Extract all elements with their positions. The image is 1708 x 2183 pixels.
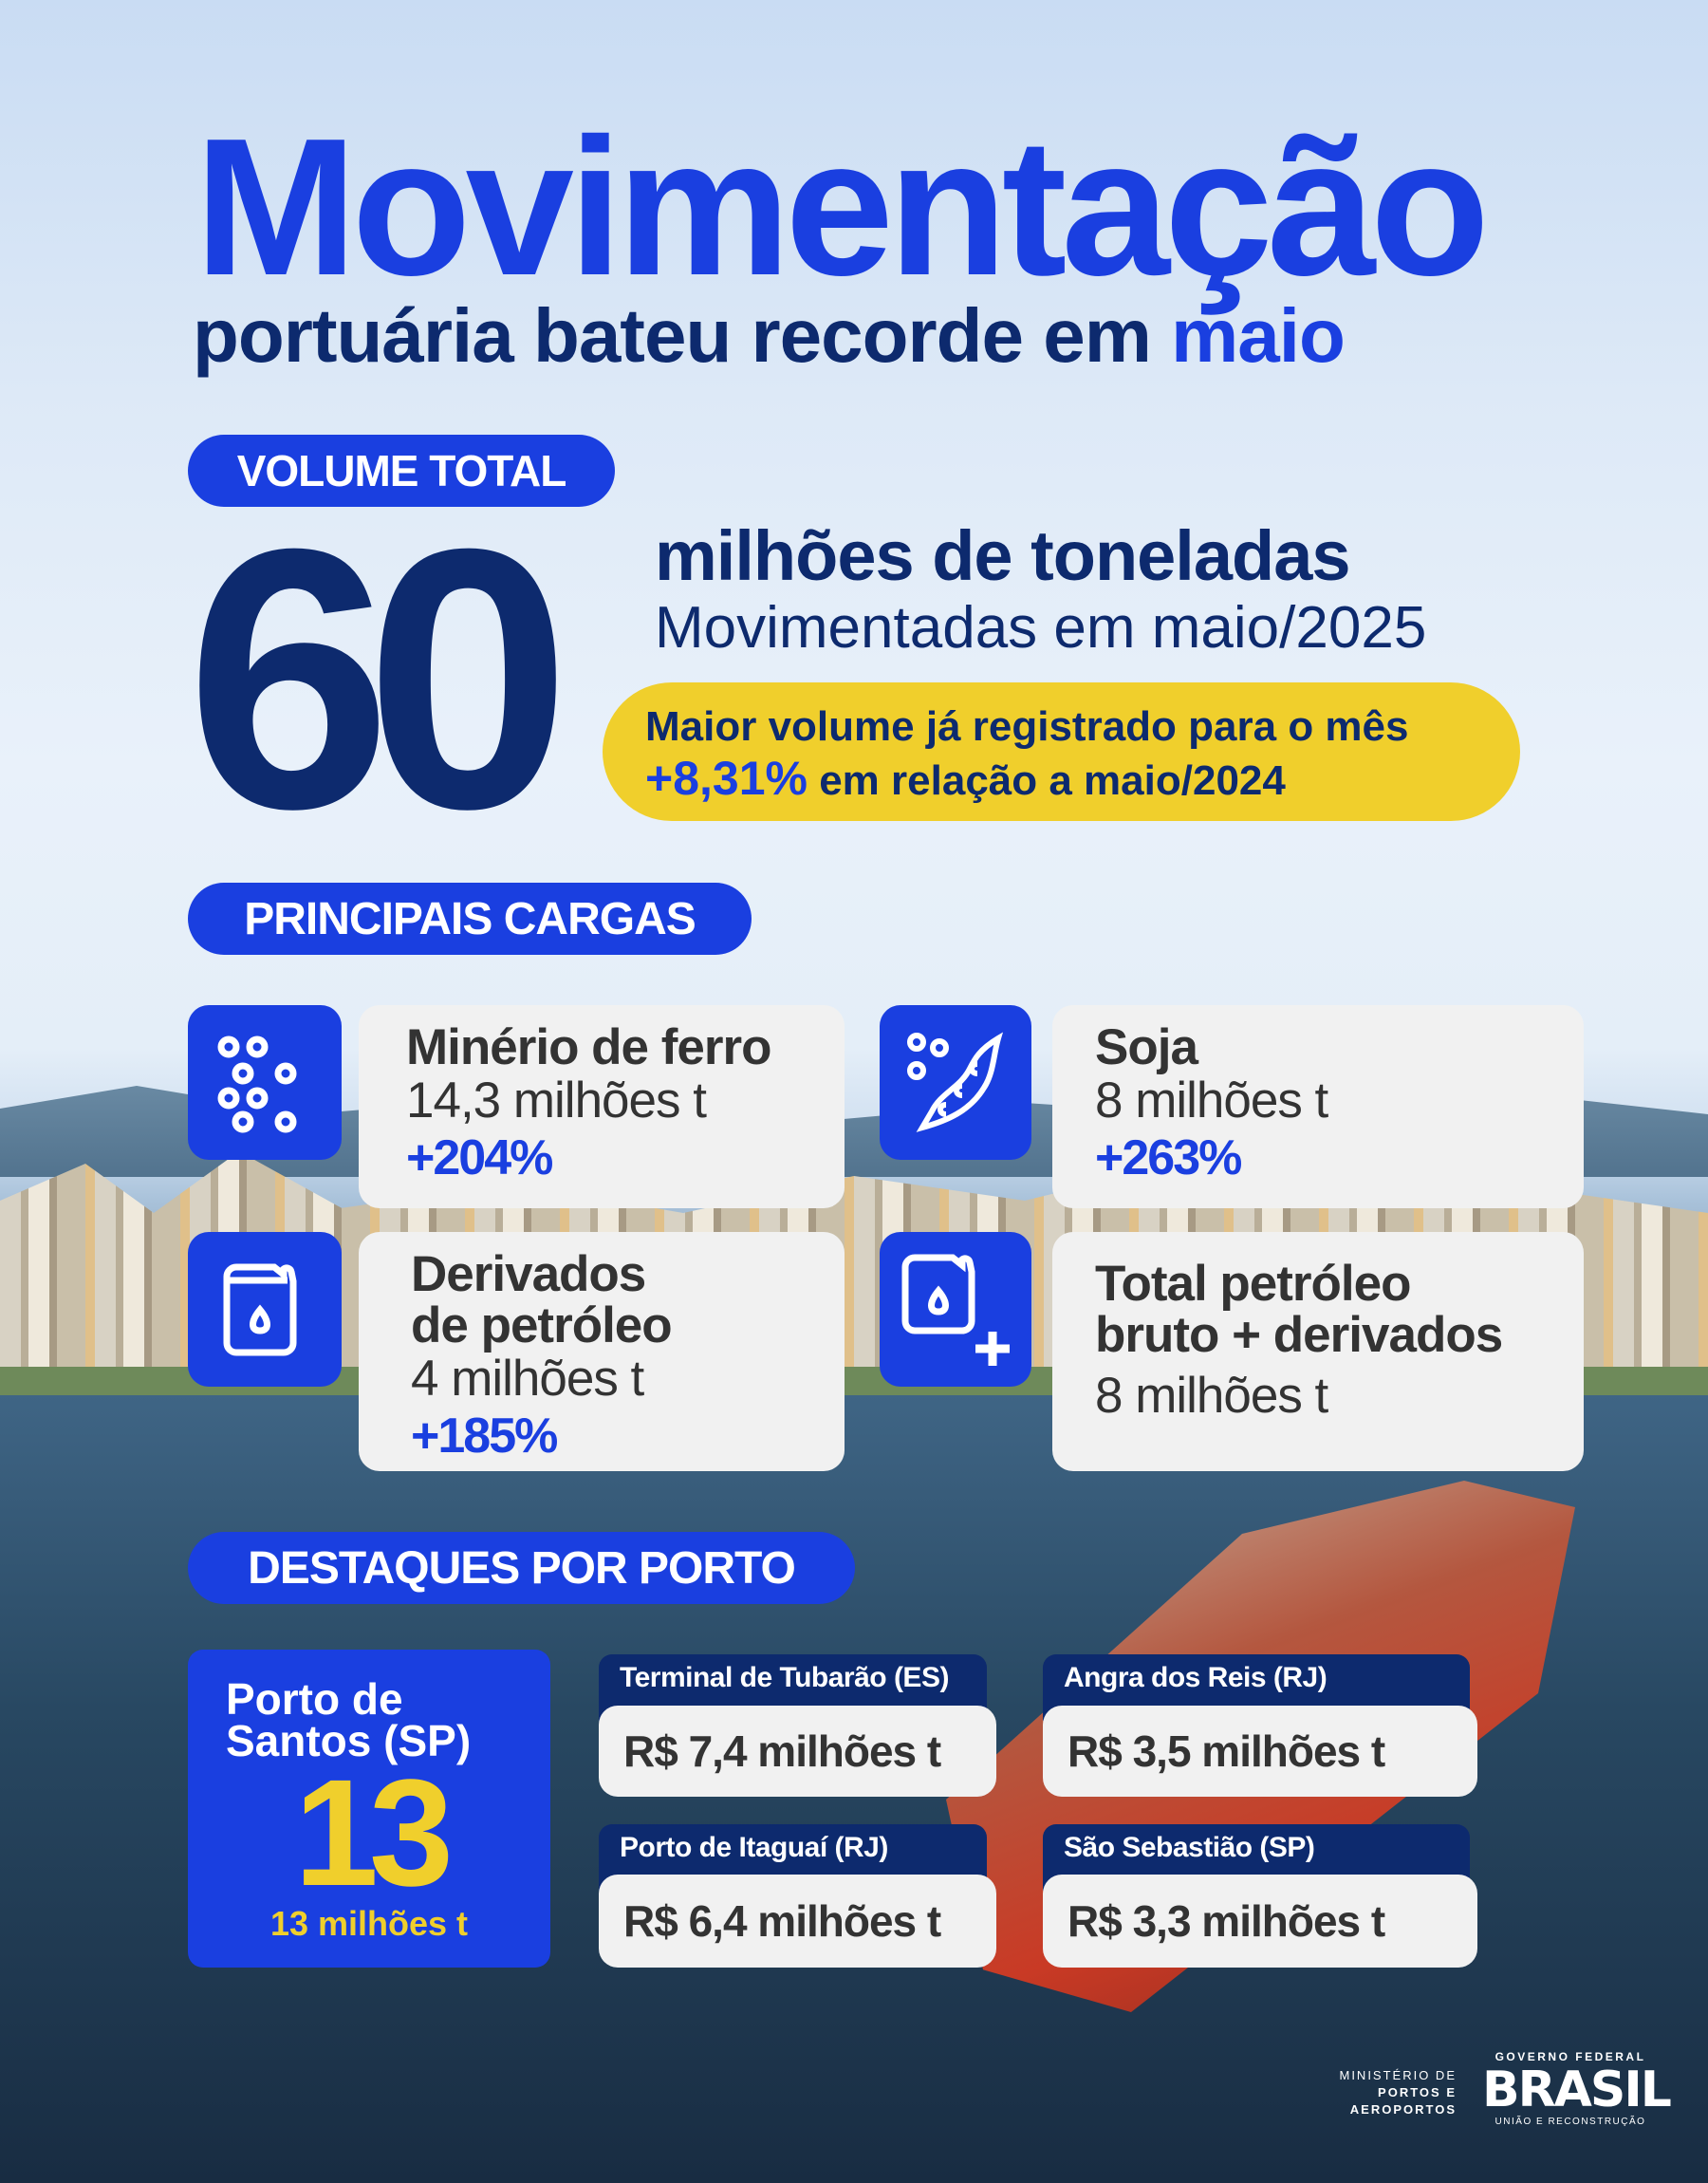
ministry-text: MINISTÉRIO DE	[1339, 2068, 1457, 2082]
ministry-text: AEROPORTOS	[1349, 2102, 1457, 2117]
featured-port-santos: Porto de Santos (SP) 13 13 milhões t	[188, 1650, 550, 1968]
volume-section-label: VOLUME TOTAL	[188, 435, 615, 507]
cargo-title: Minério de ferro	[406, 1019, 772, 1075]
port-value: R$ 7,4 milhões t	[599, 1706, 996, 1797]
volume-period: Movimentadas em maio/2025	[655, 595, 1427, 661]
cargo-title: bruto + derivados	[1095, 1307, 1503, 1363]
cargo-change: +204%	[406, 1130, 553, 1185]
cargo-title: de petróleo	[411, 1297, 673, 1353]
cargo-value: 8 milhões t	[1095, 1368, 1328, 1424]
port-value: R$ 6,4 milhões t	[599, 1875, 996, 1968]
cargo-title: Total petróleo	[1095, 1256, 1411, 1312]
record-line2: +8,31% em relação a maio/2024	[645, 752, 1286, 805]
record-percent: +8,31%	[645, 752, 808, 805]
cargo-card-total-petroleo: Total petróleo bruto + derivados 8 milhõ…	[1052, 1232, 1584, 1471]
page-subtitle: portuária bateu recorde em maio	[193, 292, 1346, 380]
cargas-section-label: PRINCIPAIS CARGAS	[188, 883, 752, 955]
gov-name-text: BRASIL	[1482, 2062, 1672, 2118]
cargo-card-soja: Soja 8 milhões t +263%	[1052, 1005, 1584, 1208]
fuel-canister-icon	[188, 1232, 342, 1387]
portos-section-label: DESTAQUES POR PORTO	[188, 1532, 855, 1604]
gov-top-text: GOVERNO FEDERAL	[1494, 2050, 1646, 2063]
gov-tagline-text: UNIÃO E RECONSTRUÇÃO	[1494, 2117, 1646, 2127]
governo-federal-logo: GOVERNO FEDERAL BRASIL UNIÃO E RECONSTRU…	[1482, 2050, 1672, 2127]
cargo-title: Soja	[1095, 1019, 1198, 1075]
cargo-change: +185%	[411, 1409, 558, 1464]
ministry-logo: MINISTÉRIO DE PORTOS E AEROPORTOS	[1328, 2067, 1457, 2118]
cargo-value: 8 milhões t	[1095, 1073, 1328, 1129]
port-detail: 13 milhões t	[269, 1904, 469, 1943]
record-line1: Maior volume já registrado para o mês	[645, 703, 1409, 750]
soybean-pod-icon	[880, 1005, 1031, 1160]
volume-unit: milhões de toneladas	[655, 516, 1351, 595]
port-name: Porto de	[226, 1674, 403, 1724]
ministry-text: PORTOS E	[1378, 2085, 1457, 2099]
record-highlight-banner: Maior volume já registrado para o mês +8…	[603, 682, 1520, 821]
port-value: R$ 3,5 milhões t	[1043, 1706, 1477, 1797]
subtitle-highlight: maio	[1171, 293, 1346, 378]
cargo-title: Derivados	[411, 1246, 646, 1302]
volume-value: 60	[186, 472, 571, 886]
cargo-value: 14,3 milhões t	[406, 1073, 707, 1129]
cargo-change: +263%	[1095, 1130, 1242, 1185]
port-value: R$ 3,3 milhões t	[1043, 1875, 1477, 1968]
cargo-value: 4 milhões t	[411, 1351, 644, 1407]
page-title: Movimentação	[195, 98, 1490, 316]
cargo-card-derivados: Derivados de petróleo 4 milhões t +185%	[359, 1232, 845, 1471]
cargo-card-minerio: Minério de ferro 14,3 milhões t +204%	[359, 1005, 845, 1208]
fuel-canister-plus-icon	[880, 1232, 1031, 1387]
port-name: Santos (SP)	[226, 1716, 472, 1765]
ore-pellets-icon	[188, 1005, 342, 1160]
port-value-large: 13	[294, 1747, 454, 1917]
subtitle-text: portuária bateu recorde em	[193, 293, 1172, 378]
